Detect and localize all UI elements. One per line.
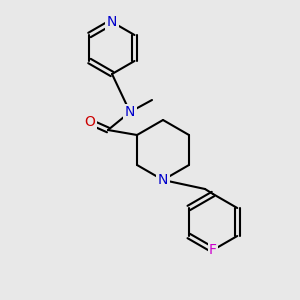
Text: N: N [125,105,135,119]
Text: N: N [107,15,117,29]
Text: N: N [158,173,168,187]
Text: O: O [85,115,95,129]
Text: F: F [209,243,217,257]
